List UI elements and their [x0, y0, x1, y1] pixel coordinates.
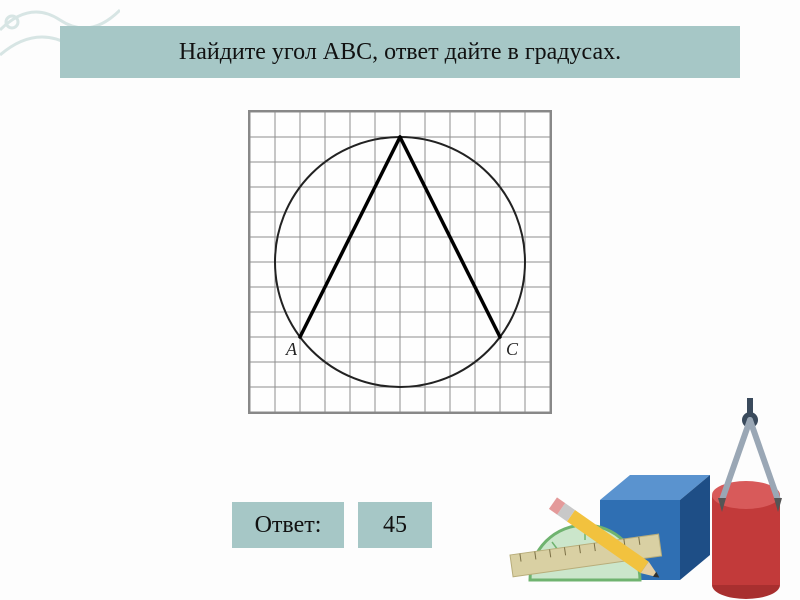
question-bar: Найдите угол АВС, ответ дайте в градусах…: [60, 26, 740, 78]
answer-label-box: Ответ:: [232, 502, 344, 548]
label-c: C: [506, 339, 519, 359]
answer-value-box: 45: [358, 502, 432, 548]
cube-icon: [600, 475, 710, 580]
cylinder-icon: [712, 481, 780, 599]
protractor-icon: [530, 525, 640, 580]
label-a: A: [285, 339, 298, 359]
answer-group: Ответ: 45: [232, 502, 432, 548]
geometry-figure: A C: [248, 110, 552, 414]
answer-label: Ответ:: [255, 512, 322, 539]
figure-svg: A C: [250, 112, 550, 412]
pencil-icon: [549, 497, 664, 583]
compass-icon: [718, 398, 782, 512]
grid: [250, 112, 550, 412]
question-text: Найдите угол АВС, ответ дайте в градусах…: [179, 39, 621, 66]
answer-value: 45: [383, 512, 407, 539]
ruler-icon: [510, 534, 662, 577]
